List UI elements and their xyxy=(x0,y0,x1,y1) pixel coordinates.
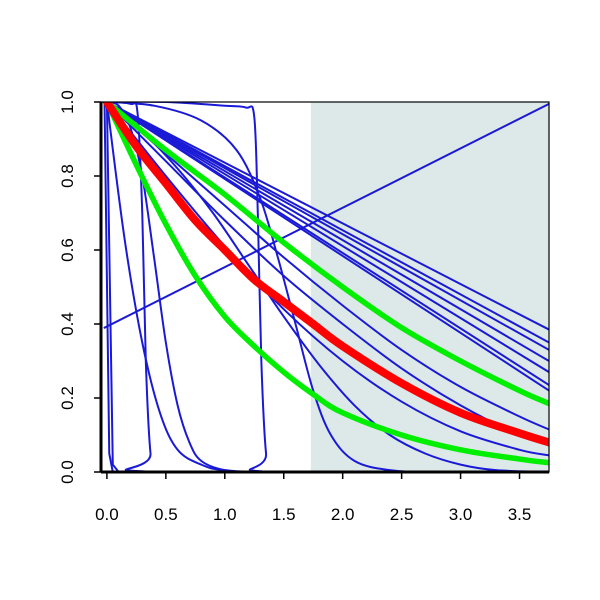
y-tick-label: 0.0 xyxy=(58,460,77,484)
series-blue-3 xyxy=(105,102,549,472)
tick-layer: 0.0 0.5 1.0 1.5 2.0 2.5 3.0 3.5 0.0 0.2 0.4 0.6 0.8 1… xyxy=(58,90,531,524)
x-tick-label: 2.5 xyxy=(390,505,414,524)
series-blue-9 xyxy=(105,102,549,331)
series-blue-1 xyxy=(101,102,549,472)
series-blue-18 xyxy=(105,102,549,457)
series-red-21 xyxy=(102,102,549,447)
x-tick-label: 3.5 xyxy=(508,505,532,524)
series-blue-16 xyxy=(105,102,549,431)
y-tick-label: 0.4 xyxy=(58,312,77,336)
y-tick-label: 0.8 xyxy=(58,164,77,188)
series-blue-11 xyxy=(105,102,549,351)
x-tick-label: 0.0 xyxy=(95,505,119,524)
series-blue-10 xyxy=(105,102,549,344)
axes-layer xyxy=(99,101,550,474)
series-blue-12 xyxy=(105,102,549,362)
series-layer xyxy=(101,102,549,472)
series-blue-0 xyxy=(101,102,549,472)
x-tick-label: 1.5 xyxy=(272,505,296,524)
x-tick-label: 2.0 xyxy=(331,505,355,524)
series-blue-8 xyxy=(105,102,549,472)
y-tick-label: 0.6 xyxy=(58,238,77,262)
series-blue-6 xyxy=(105,102,549,472)
x-tick-label: 1.0 xyxy=(213,505,237,524)
series-green-19 xyxy=(104,102,549,407)
y-tick-label: 0.2 xyxy=(58,386,77,410)
series-blue-13 xyxy=(105,102,549,374)
series-blue-15 xyxy=(105,102,549,392)
x-tick-label: 0.5 xyxy=(154,505,178,524)
x-tick-label: 3.0 xyxy=(449,505,473,524)
series-green-20 xyxy=(104,102,549,466)
y-tick-label: 1.0 xyxy=(58,90,77,114)
